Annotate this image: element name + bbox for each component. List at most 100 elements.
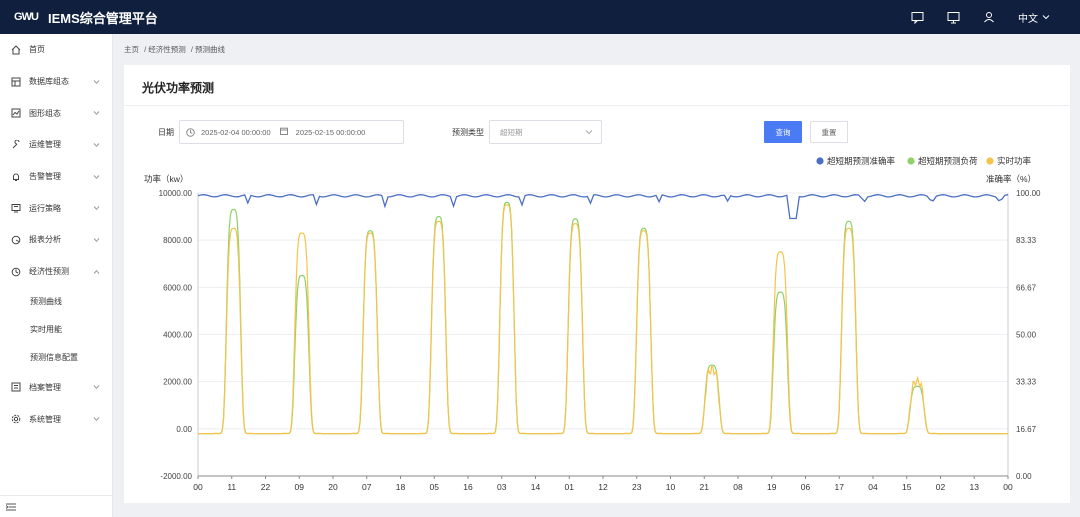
x-tick-label: 03 [497,482,507,492]
top-right-toolbar: 中文 [910,0,1050,34]
y-right-tick-label: 100.00 [1016,189,1041,198]
app-title: IEMS综合管理平台 [48,10,158,26]
y-right-tick-label: 33.33 [1016,378,1037,387]
collapse-sidebar-button[interactable] [0,495,113,517]
y-left-tick-label: 8000.00 [163,236,192,245]
bell-icon [10,171,22,183]
message-icon[interactable] [910,10,924,24]
x-tick-label: 07 [362,482,372,492]
top-bar: GWU IEMS综合管理平台 中文 [0,0,1080,34]
breadcrumb-home[interactable]: 主页 [124,45,139,54]
user-icon[interactable] [982,10,996,24]
x-tick-label: 17 [835,482,845,492]
archive-icon [10,381,22,393]
date-range-picker[interactable]: 2025-02-04 00:00:00 2025-02-15 00:00:00 [179,120,404,144]
sidebar-item-label: 运行策略 [29,203,61,213]
y-left-tick-label: 4000.00 [163,331,192,340]
forecast-type-value: 超短期 [500,127,523,137]
date-end-input[interactable]: 2025-02-15 00:00:00 [295,127,366,137]
sidebar-item-home[interactable]: 首页 [0,34,112,66]
y-left-axis-label: 功率（kw） [144,174,188,184]
sidebar-subitem[interactable]: 预测曲线 [30,297,62,306]
breadcrumb-economic[interactable]: / 经济性预测 [144,45,186,54]
sidebar-item-strategy[interactable]: 运行策略 [0,192,112,224]
sidebar-subitem[interactable]: 实时用能 [30,325,62,334]
y-left-tick-label: 6000.00 [163,283,192,292]
x-tick-label: 16 [463,482,473,492]
legend-marker [816,157,824,165]
series-forecast-load [198,201,1008,435]
y-right-tick-label: 0.00 [1016,472,1032,481]
sidebar-item-bell[interactable]: 告警管理 [0,161,112,193]
y-right-tick-label: 66.67 [1016,283,1037,292]
sidebar-item-database[interactable]: 数据库组态 [0,66,112,98]
legend-marker [986,157,994,165]
y-left-tick-label: -2000.00 [160,472,192,481]
x-tick-label: 04 [868,482,878,492]
chevron-down-icon [93,140,100,149]
home-icon [10,44,22,56]
page-title: 光伏功率预测 [142,81,215,95]
x-tick-label: 02 [936,482,946,492]
sidebar-item-archive[interactable]: 档案管理 [0,372,112,404]
sidebar-item-settings[interactable]: 系统管理 [0,403,112,435]
sidebar-item-report[interactable]: 报表分析 [0,224,112,256]
x-tick-label: 13 [970,482,980,492]
chevron-down-icon [93,77,100,86]
y-left-tick-label: 2000.00 [163,378,192,387]
sidebar-item-wrench[interactable]: 运维管理 [0,129,112,161]
date-start-input[interactable]: 2025-02-04 00:00:00 [201,127,271,137]
sidebar-subitem[interactable]: 预测信息配置 [30,353,78,362]
x-tick-label: 10 [666,482,676,492]
legend-marker [907,157,915,165]
x-tick-label: 00 [1003,482,1013,492]
sidebar-item-label: 报表分析 [29,235,61,245]
series-realtime-power [198,204,1008,435]
legend-label: 实时功率 [997,156,1032,166]
sidebar-item-label: 运维管理 [29,140,61,150]
x-tick-label: 15 [902,482,912,492]
type-label: 预测类型 [452,128,484,137]
x-tick-label: 14 [531,482,541,492]
settings-icon [10,413,22,425]
y-left-tick-label: 0.00 [176,425,192,434]
sidebar-item-label: 经济性预测 [29,267,69,277]
menu-fold-icon [6,503,16,510]
x-tick-label: 01 [565,482,575,492]
monitor-icon[interactable] [946,10,960,24]
chevron-down-icon [93,172,100,181]
sidebar: 首页数据库组态 图形组态运维管理告警管理运行策略报表分析经济性预测 预测曲线实时用… [0,34,113,517]
sidebar-item-chart[interactable]: 图形组态 [0,97,112,129]
y-right-axis-label: 准确率（%） [986,174,1036,184]
chart-icon [10,107,22,119]
sidebar-item-label: 告警管理 [29,172,61,182]
date-label: 日期 [158,128,174,137]
report-icon [10,234,22,246]
logo: GWU [14,11,39,23]
reset-button[interactable]: 重置 [810,121,848,143]
chevron-down-icon [93,235,100,244]
legend-label: 超短期预测负荷 [918,156,978,166]
x-tick-label: 18 [396,482,406,492]
language-label: 中文 [1018,13,1038,25]
x-tick-label: 09 [295,482,305,492]
sidebar-item-forecast[interactable]: 经济性预测 [0,256,112,288]
x-tick-label: 00 [193,482,203,492]
main-card: 光伏功率预测 日期 2025-02-04 00:00:00 2025-02-15… [124,65,1070,503]
forecast-type-select[interactable]: 超短期 [489,120,602,144]
strategy-icon [10,202,22,214]
x-tick-label: 19 [767,482,777,492]
sidebar-item-label: 首页 [29,45,45,55]
clock-icon [186,127,195,137]
breadcrumb-current: / 预测曲线 [190,45,226,54]
chevron-down-icon [93,383,100,392]
chevron-down-icon [93,415,100,424]
x-tick-label: 21 [700,482,710,492]
x-tick-label: 20 [328,482,338,492]
language-switcher[interactable]: 中文 [1018,10,1050,25]
chevron-up-icon [93,267,100,276]
x-tick-label: 05 [430,482,440,492]
chevron-down-icon [585,130,593,135]
x-tick-label: 22 [261,482,271,492]
query-button[interactable]: 查询 [764,121,802,143]
